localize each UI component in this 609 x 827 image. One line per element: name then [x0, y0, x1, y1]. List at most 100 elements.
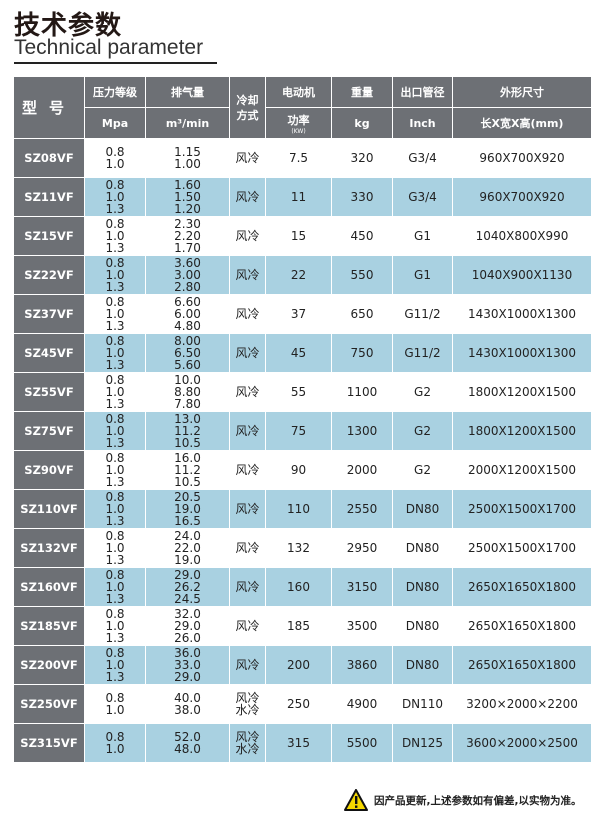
cell-weight: 3860: [331, 645, 393, 685]
cell-model-line: SZ250VF: [20, 697, 78, 711]
cell-pressure: 0.8 1.0 1.3: [84, 372, 146, 412]
cell-flow: 32.0 29.0 26.0: [145, 606, 230, 646]
cell-cooling-line: 水冷: [235, 742, 260, 756]
cell-flow-line: 38.0: [174, 703, 201, 717]
header-flow: 排气量: [145, 76, 230, 108]
cell-pressure-line: 1.3: [105, 553, 125, 567]
cell-cooling-line: 水冷: [235, 703, 260, 717]
cell-model: SZ75VF: [13, 411, 85, 451]
header-model: 型号: [13, 76, 85, 139]
cell-weight-line: 3860: [346, 658, 378, 672]
cell-pressure-line: 1.0: [105, 463, 125, 477]
cell-dims: 2500X1500X1700: [452, 528, 592, 568]
cell-dims-line: 3200×2000×2200: [466, 697, 578, 711]
header-cooling-text: 冷却方式: [236, 93, 259, 122]
cell-power-line: 15: [290, 229, 307, 243]
cell-cooling: 风冷: [229, 294, 266, 334]
cell-power-line: 11: [290, 190, 307, 204]
cell-power-line: 315: [287, 736, 310, 750]
cell-cooling-line: 风冷: [235, 346, 260, 360]
cell-power-line: 22: [290, 268, 307, 282]
cell-flow-line: 1.15: [174, 145, 201, 159]
cell-model: SZ37VF: [13, 294, 85, 334]
cell-weight: 320: [331, 138, 393, 178]
cell-flow-line: 1.70: [174, 241, 201, 255]
cell-pressure-line: 1.0: [105, 619, 125, 633]
cell-pressure-line: 1.3: [105, 475, 125, 489]
cell-dims-line: 1430X1000X1300: [467, 307, 577, 321]
cell-model-line: SZ160VF: [20, 580, 78, 594]
cell-outlet: DN80: [392, 606, 453, 646]
table-row: SZ315VF 0.8 1.0 52.0 48.0 风冷 水冷 315 5500 DN125 360…: [13, 723, 592, 763]
cell-cooling-line: 风冷: [235, 502, 260, 516]
page-subtitle: Technical parameter: [14, 36, 204, 59]
cell-pressure-line: 0.8: [105, 451, 125, 465]
cell-flow: 52.0 48.0: [145, 723, 230, 763]
cell-dims-line: 2500X1500X1700: [467, 502, 577, 516]
cell-model: SZ132VF: [13, 528, 85, 568]
cell-weight-line: 450: [350, 229, 374, 243]
cell-weight-line: 320: [350, 151, 374, 165]
cell-power: 315: [265, 723, 332, 763]
cell-flow-line: 2.20: [174, 229, 201, 243]
cell-outlet-line: G11/2: [404, 307, 441, 321]
cell-model: SZ250VF: [13, 684, 85, 724]
cell-flow: 1.15 1.00: [145, 138, 230, 178]
cell-cooling: 风冷: [229, 216, 266, 256]
cell-power: 160: [265, 567, 332, 607]
cell-flow-line: 29.0: [174, 568, 201, 582]
cell-cooling-line: 风冷: [235, 463, 260, 477]
cell-flow: 6.60 6.00 4.80: [145, 294, 230, 334]
cell-pressure-line: 0.8: [105, 145, 125, 159]
cell-cooling-line: 风冷: [235, 268, 260, 282]
cell-outlet: G3/4: [392, 138, 453, 178]
cell-pressure-line: 1.0: [105, 580, 125, 594]
cell-flow-line: 6.00: [174, 307, 201, 321]
cell-outlet: G1: [392, 216, 453, 256]
cell-dims: 2650X1650X1800: [452, 567, 592, 607]
cell-cooling-line: 风冷: [235, 151, 260, 165]
cell-dims: 2650X1650X1800: [452, 645, 592, 685]
cell-pressure: 0.8 1.0 1.3: [84, 177, 146, 217]
cell-flow-line: 36.0: [174, 646, 201, 660]
cell-pressure: 0.8 1.0 1.3: [84, 606, 146, 646]
cell-flow-line: 22.0: [174, 541, 201, 555]
cell-cooling: 风冷: [229, 450, 266, 490]
header-dims: 外形尺寸: [452, 76, 592, 108]
cell-pressure-line: 0.8: [105, 568, 125, 582]
cell-flow: 2.30 2.20 1.70: [145, 216, 230, 256]
cell-pressure-line: 1.0: [105, 229, 125, 243]
cell-weight: 3500: [331, 606, 393, 646]
cell-weight: 1300: [331, 411, 393, 451]
cell-cooling-line: 风冷: [235, 619, 260, 633]
header-cooling: 冷却方式: [229, 76, 266, 139]
cell-flow: 16.0 11.2 10.5: [145, 450, 230, 490]
cell-power-line: 90: [290, 463, 307, 477]
cell-flow-line: 8.80: [174, 385, 201, 399]
table-row: SZ37VF 0.8 1.0 1.3 6.60 6.00 4.80 风冷 37 650 G11/2 1…: [13, 294, 592, 334]
cell-weight: 5500: [331, 723, 393, 763]
cell-model-line: SZ45VF: [24, 346, 74, 360]
cell-flow: 24.0 22.0 19.0: [145, 528, 230, 568]
cell-flow-line: 1.60: [174, 178, 201, 192]
cell-outlet-line: DN80: [405, 658, 440, 672]
cell-outlet-line: DN80: [405, 541, 440, 555]
cell-dims: 1430X1000X1300: [452, 294, 592, 334]
cell-dims-line: 2650X1650X1800: [467, 580, 577, 594]
title-underline: [14, 62, 217, 64]
cell-pressure-line: 0.8: [105, 529, 125, 543]
cell-power-line: 37: [290, 307, 307, 321]
cell-flow-line: 11.2: [174, 424, 201, 438]
table-row: SZ200VF 0.8 1.0 1.3 36.0 33.0 29.0 风冷 200 3860 DN8…: [13, 645, 592, 685]
cell-power: 11: [265, 177, 332, 217]
cell-flow-line: 40.0: [174, 691, 201, 705]
cell-pressure-line: 1.3: [105, 319, 125, 333]
cell-model-line: SZ185VF: [20, 619, 78, 633]
cell-power-line: 55: [290, 385, 307, 399]
cell-pressure: 0.8 1.0 1.3: [84, 255, 146, 295]
cell-weight-line: 2550: [346, 502, 378, 516]
cell-weight-line: 1100: [346, 385, 378, 399]
cell-pressure-line: 1.3: [105, 670, 125, 684]
cell-outlet: DN80: [392, 567, 453, 607]
cell-outlet-line: DN110: [401, 697, 444, 711]
